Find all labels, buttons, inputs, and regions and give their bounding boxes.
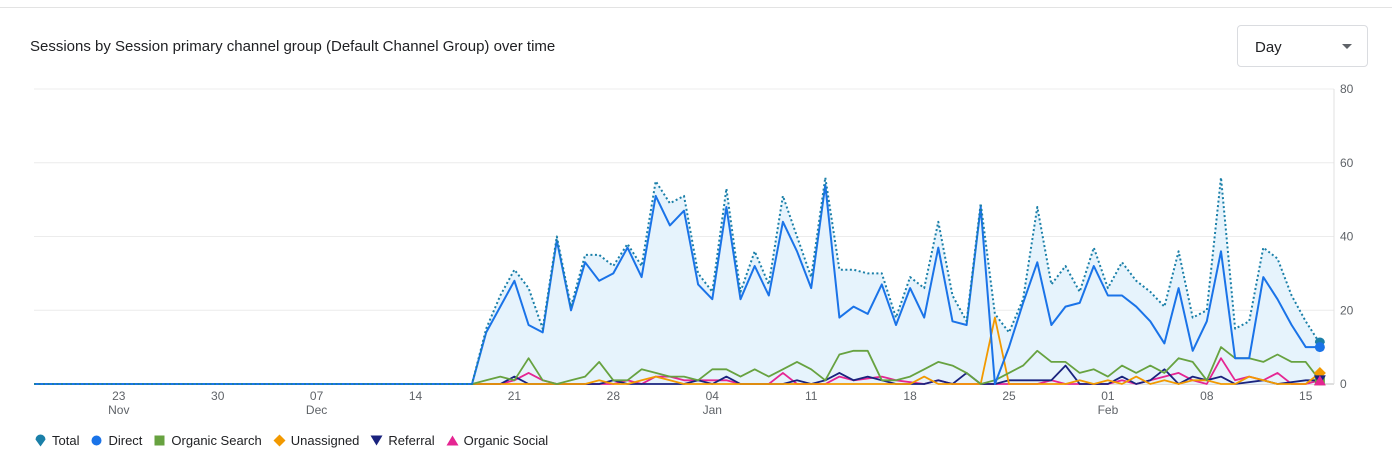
legend-item-direct[interactable]: Direct xyxy=(90,433,142,448)
triangle-up-marker-icon xyxy=(446,434,459,447)
legend-marker-shape xyxy=(273,434,286,446)
x-tick-month-label: Nov xyxy=(108,403,129,417)
y-tick-label: 0 xyxy=(1340,377,1347,391)
granularity-value: Day xyxy=(1255,39,1282,56)
diamond-marker-icon xyxy=(273,434,286,447)
x-tick-label: 07 xyxy=(310,389,324,403)
series-line-direct xyxy=(34,183,1320,385)
legend-label: Total xyxy=(52,432,80,448)
x-tick-label: 11 xyxy=(805,389,818,403)
legend-marker-shape xyxy=(91,435,102,445)
end-marker-organic-social xyxy=(1313,375,1326,386)
series-line-organic-search xyxy=(34,346,1321,385)
circle-marker-icon xyxy=(90,434,103,447)
y-tick-label: 40 xyxy=(1340,230,1354,244)
legend-label: Unassigned xyxy=(290,432,360,448)
legend-item-organic-search[interactable]: Organic Search xyxy=(153,432,262,448)
chart-legend: Total Direct Organic Search Unassigned Refer… xyxy=(34,431,559,449)
y-tick-label: 80 xyxy=(1340,82,1354,96)
legend-label: Organic Social xyxy=(463,432,549,448)
square-marker-icon xyxy=(153,434,166,447)
x-tick-label: 25 xyxy=(1002,389,1016,403)
x-tick-label: 30 xyxy=(211,389,225,403)
legend-marker-shape xyxy=(154,435,165,445)
legend-marker-shape xyxy=(35,434,46,446)
x-tick-month-label: Feb xyxy=(1098,403,1119,417)
x-tick-label: 18 xyxy=(903,389,917,403)
chevron-down-icon xyxy=(1342,44,1352,49)
legend-item-total[interactable]: Total xyxy=(34,433,79,448)
series-line-referral xyxy=(34,364,1320,385)
chart-title: Sessions by Session primary channel grou… xyxy=(30,38,556,55)
y-tick-label: 60 xyxy=(1340,156,1354,170)
series-line-unassigned xyxy=(34,316,1321,385)
legend-label: Organic Search xyxy=(171,432,262,448)
end-marker-direct xyxy=(1314,342,1325,353)
series-line-total xyxy=(34,176,1321,385)
x-tick-label: 23 xyxy=(112,389,126,403)
legend-label: Direct xyxy=(108,432,143,448)
granularity-dropdown[interactable]: Day xyxy=(1237,25,1368,67)
y-tick-label: 20 xyxy=(1340,303,1354,317)
x-tick-month-label: Dec xyxy=(306,403,327,417)
x-tick-label: 21 xyxy=(508,389,522,403)
x-tick-label: 01 xyxy=(1101,389,1115,403)
top-divider xyxy=(0,7,1392,8)
legend-marker-shape xyxy=(446,435,459,445)
triangle-down-marker-icon xyxy=(370,434,383,447)
x-tick-label: 08 xyxy=(1200,389,1214,403)
x-tick-month-label: Jan xyxy=(703,403,722,417)
series-area-total xyxy=(34,177,1320,384)
x-tick-label: 04 xyxy=(706,389,720,403)
x-tick-label: 28 xyxy=(607,389,621,403)
legend-marker-shape xyxy=(370,435,383,445)
x-tick-label: 14 xyxy=(409,389,423,403)
legend-item-organic-social[interactable]: Organic Social xyxy=(446,432,549,448)
legend-item-unassigned[interactable]: Unassigned xyxy=(273,432,360,448)
legend-item-referral[interactable]: Referral xyxy=(370,432,435,448)
teardrop-marker-icon xyxy=(34,434,47,447)
x-tick-label: 15 xyxy=(1299,389,1313,403)
legend-label: Referral xyxy=(388,432,435,448)
